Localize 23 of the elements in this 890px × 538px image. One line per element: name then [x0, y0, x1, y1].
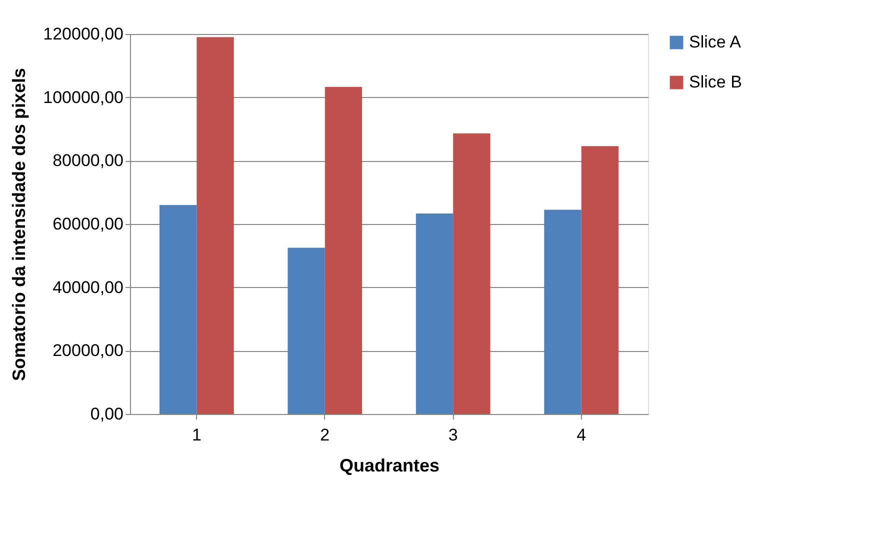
bar	[416, 214, 454, 414]
x-axis-title: Quadrantes	[339, 456, 440, 476]
y-tick-label: 100000,00	[43, 88, 124, 107]
bar	[159, 205, 197, 414]
x-tick-label: 2	[320, 426, 330, 444]
x-tick-label: 4	[576, 426, 586, 444]
y-tick-label: 0,00	[90, 404, 124, 424]
y-tick-label: 40000,00	[52, 278, 124, 297]
bar	[544, 210, 582, 414]
legend-label: Slice B	[689, 72, 742, 92]
x-tick-label: 1	[192, 426, 202, 444]
bar	[453, 133, 490, 414]
y-tick-label: 120000,00	[43, 24, 124, 44]
bar	[324, 86, 362, 414]
bar	[196, 37, 234, 414]
y-axis-title: Somatorio da intensidade dos pixels	[9, 68, 30, 382]
x-tick-label: 3	[448, 426, 458, 444]
y-tick-label: 80000,00	[52, 151, 124, 170]
bar	[581, 146, 619, 414]
y-tick-label: 60000,00	[52, 214, 124, 234]
y-tick-label: 20000,00	[52, 341, 124, 360]
bar	[288, 248, 325, 414]
legend-label: Slice A	[689, 32, 742, 52]
